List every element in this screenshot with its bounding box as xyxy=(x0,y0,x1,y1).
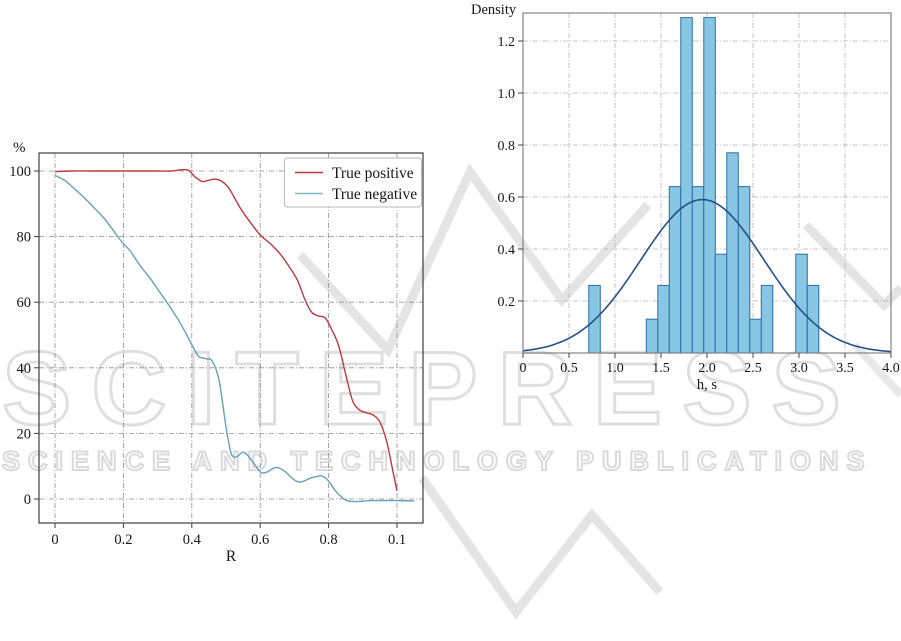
watermark-swoosh-line xyxy=(802,221,901,312)
y-tick-label: 0.2 xyxy=(498,295,516,310)
x-tick-label: 0.5 xyxy=(560,361,578,376)
x-tick-label: 0.1 xyxy=(388,532,406,548)
histogram-bar xyxy=(645,318,659,354)
legend: True positive True negative xyxy=(284,157,422,208)
legend-label: True positive xyxy=(332,165,414,182)
x-tick-label: 3.5 xyxy=(836,361,854,376)
histogram-bar xyxy=(749,318,762,354)
x-tick-label: 1.5 xyxy=(652,361,670,376)
true-positive-curve xyxy=(54,168,398,491)
x-tick-label: 0 xyxy=(51,532,58,548)
watermark-swoosh-line xyxy=(296,163,652,358)
histogram-bar xyxy=(726,152,739,354)
x-tick-label: 2.0 xyxy=(698,361,716,376)
x-tick-label: 0 xyxy=(520,361,527,376)
legend-label: True negative xyxy=(332,186,417,203)
y-tick-label: 20 xyxy=(17,426,32,442)
x-axis-label: h, s xyxy=(697,377,718,393)
density-curve xyxy=(522,198,892,353)
histogram-bar xyxy=(657,284,670,354)
y-tick-label: 1.2 xyxy=(498,35,516,50)
x-tick-label: 0.4 xyxy=(183,532,202,548)
histogram-density-chart: 0 0.5 1.0 1.5 2.0 2.5 3.0 3.5 4.0 0.2 0.4 0.6 0.8 1.0… xyxy=(471,2,900,393)
x-tick-label: 2.5 xyxy=(744,361,762,376)
histogram-bar xyxy=(691,186,705,354)
true-negative-curve xyxy=(54,174,415,503)
watermark-swoosh-line xyxy=(418,475,664,620)
x-tick-label: 0.6 xyxy=(251,532,269,548)
y-tick-label: 100 xyxy=(9,164,31,180)
plot-border xyxy=(38,152,424,524)
x-tick-label: 0.8 xyxy=(320,532,338,548)
x-tick-label: 4.0 xyxy=(882,361,900,376)
y-tick-label: 80 xyxy=(17,230,32,246)
histogram-bar xyxy=(737,186,751,354)
histogram-bar xyxy=(703,17,716,354)
watermark-subtitle-text: SCIENCE AND TECHNOLOGY PUBLICATIONS xyxy=(1,445,873,477)
histogram-bar xyxy=(760,284,774,354)
x-tick-label: 1.0 xyxy=(606,361,624,376)
y-tick-label: 1.0 xyxy=(498,87,516,102)
x-axis-label: R xyxy=(226,548,237,565)
legend-box xyxy=(284,157,422,208)
x-tick-label: 0.2 xyxy=(114,532,132,548)
roc-line-chart: 0 0.2 0.4 0.6 0.8 0.1 0 20 40 60 80 100% R True posit… xyxy=(9,140,424,565)
histogram-bar xyxy=(795,253,808,354)
histogram-bar xyxy=(714,253,728,354)
y-tick-label: 0.8 xyxy=(498,139,516,154)
x-tick-label: 3.0 xyxy=(790,361,808,376)
y-tick-label: 0.6 xyxy=(498,191,516,206)
y-tick-label: 60 xyxy=(17,295,32,311)
y-tick-label: 0.4 xyxy=(498,243,516,258)
y-tick-label: 40 xyxy=(17,361,32,377)
histogram-bar xyxy=(680,17,693,354)
histogram-bar xyxy=(668,186,682,354)
y-tick-label: 0 xyxy=(24,492,31,508)
y-axis-label: % xyxy=(13,140,26,156)
y-axis-title: Density xyxy=(471,2,517,18)
